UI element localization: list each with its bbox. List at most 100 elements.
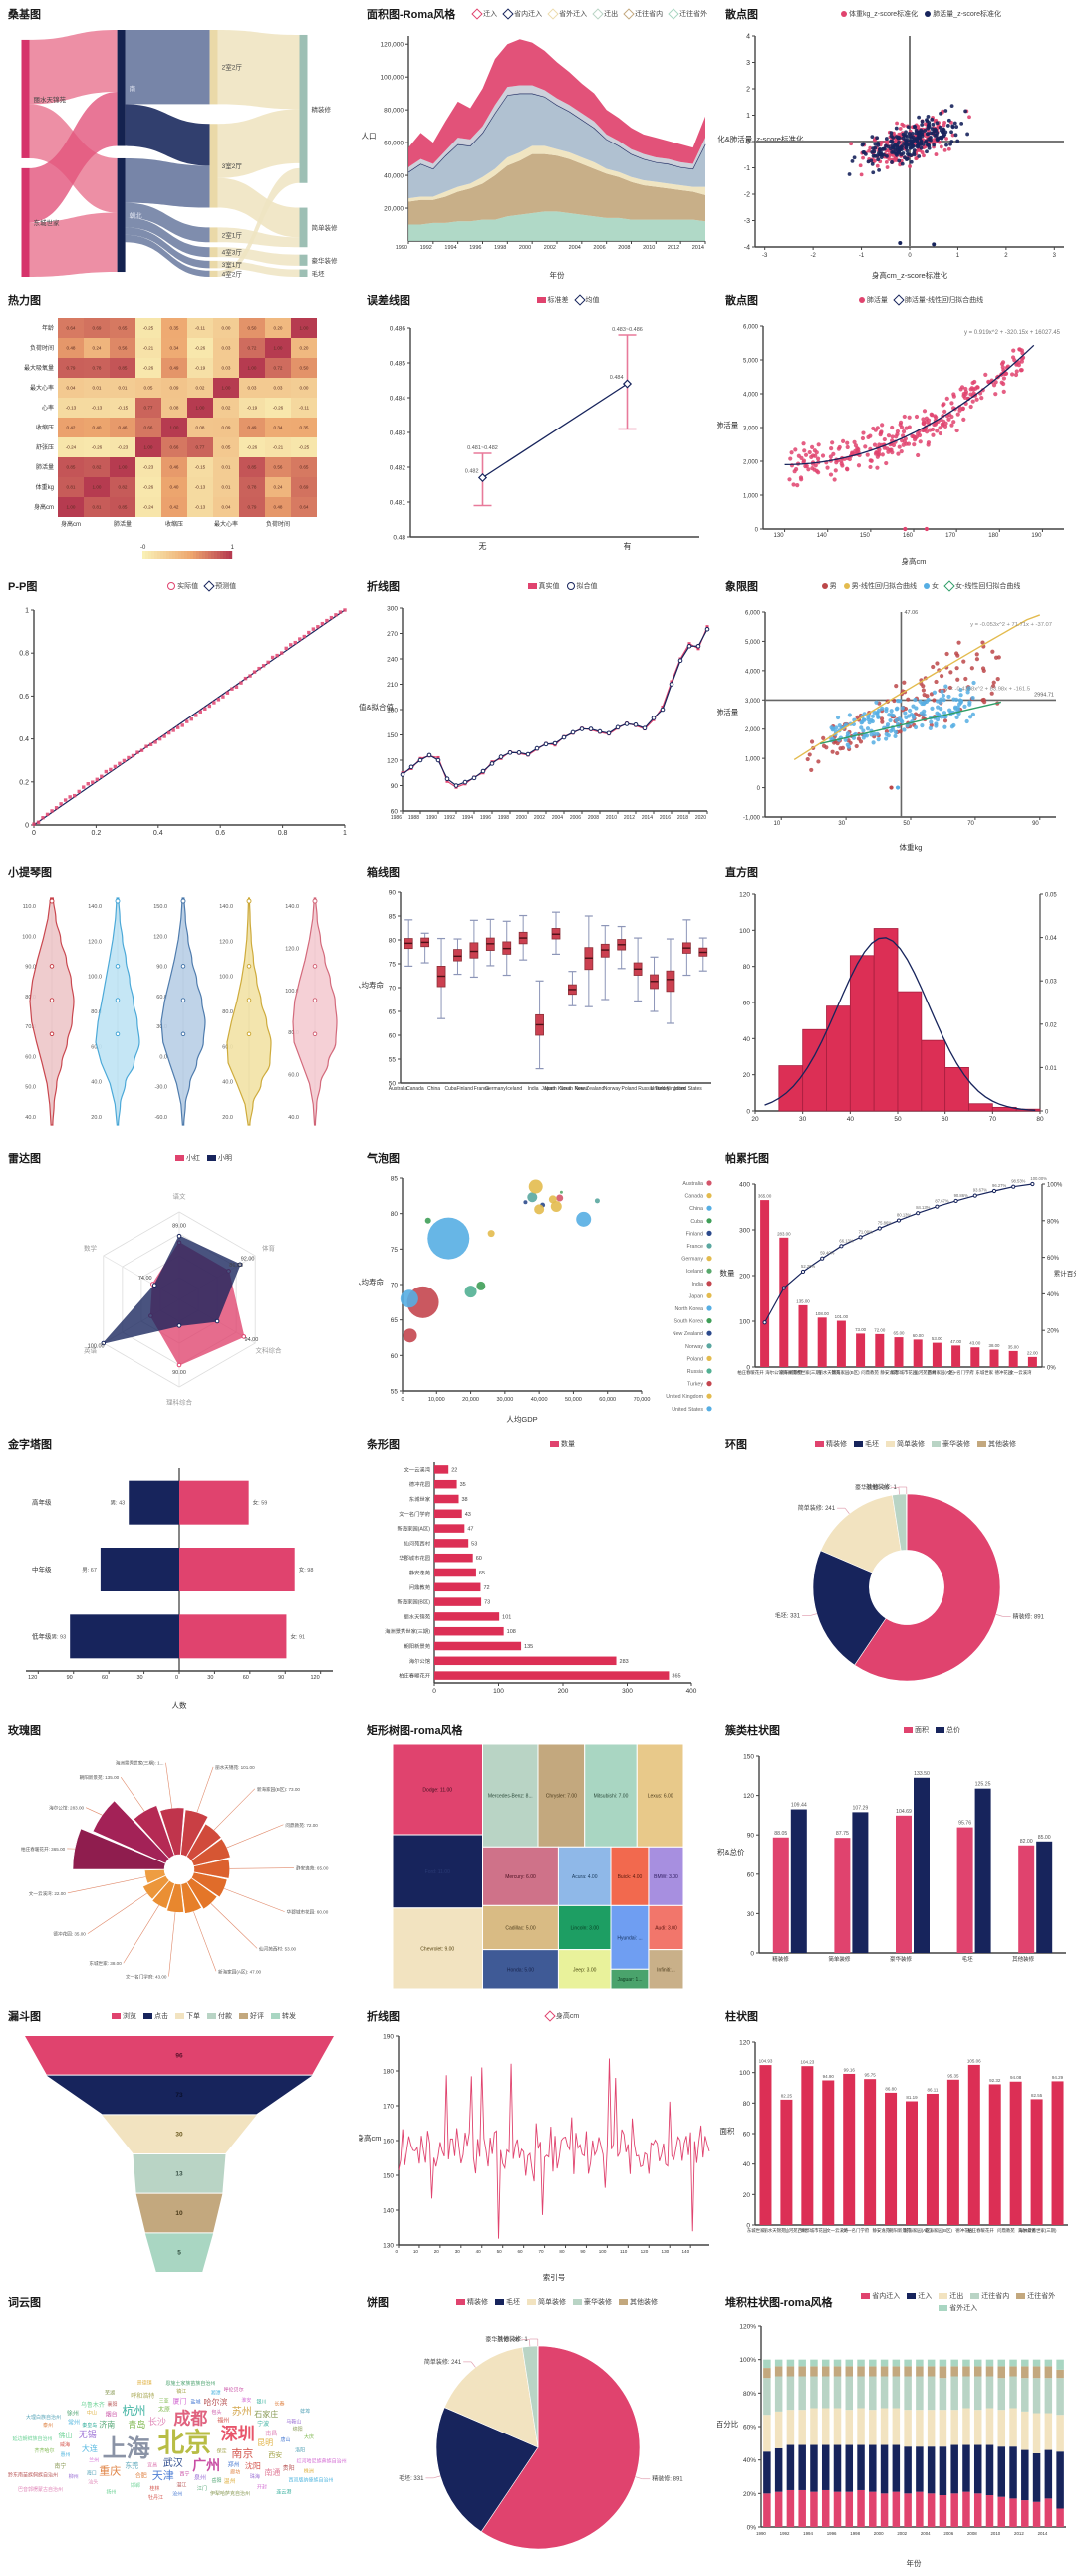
legend-swatch xyxy=(536,297,546,303)
legend-item[interactable]: 毛坯 xyxy=(854,1439,879,1449)
svg-text:20: 20 xyxy=(751,1116,759,1123)
legend-item[interactable]: 预测值 xyxy=(203,580,236,592)
legend-item[interactable]: 其他装修 xyxy=(977,1439,1016,1449)
svg-text:-0.15: -0.15 xyxy=(195,465,206,470)
legend-item[interactable]: 男 xyxy=(821,581,837,591)
legend-item[interactable]: 标准差 xyxy=(536,295,569,305)
legend-item[interactable]: 男-线性回归拟合曲线 xyxy=(843,581,917,591)
svg-text:太原: 太原 xyxy=(158,2406,170,2414)
legend-item[interactable]: 简单装修 xyxy=(886,1439,925,1449)
legend-item[interactable]: 迁往省外 xyxy=(668,8,707,20)
svg-text:0.81: 0.81 xyxy=(67,485,76,490)
svg-text:130: 130 xyxy=(662,2249,670,2254)
legend-item[interactable]: 小红 xyxy=(175,1153,200,1163)
legend-item[interactable]: 均值 xyxy=(573,294,600,306)
svg-text:89.00: 89.00 xyxy=(172,1223,186,1229)
treemap-plot: Dodge: 11.00 Ford: 11.00 Chevrolet: 9.00 Me… xyxy=(392,1743,684,1990)
legend-item[interactable]: 女-线性回归拟合曲线 xyxy=(943,580,1020,592)
svg-text:温州: 温州 xyxy=(224,2477,236,2485)
legend-item[interactable]: 迁入 xyxy=(471,8,497,20)
legend-item[interactable]: 省外迁入 xyxy=(547,8,587,20)
legend-item[interactable]: 女 xyxy=(924,581,939,591)
legend-item[interactable]: 豪华装修 xyxy=(932,1439,970,1449)
legend-item[interactable]: 体重kg_z-score标准化 xyxy=(840,9,918,19)
svg-text:90.86%: 90.86% xyxy=(954,1193,968,1198)
legend-item[interactable]: 其他装修 xyxy=(619,2297,658,2307)
legend-item[interactable]: 好评 xyxy=(239,2011,264,2021)
svg-text:呼伦贝尔: 呼伦贝尔 xyxy=(224,2387,244,2394)
legend-item[interactable]: 肺活量_z-score标准化 xyxy=(925,9,1001,19)
svg-text:文一云溪湾: 22.00: 文一云溪湾: 22.00 xyxy=(29,1890,66,1897)
legend-swatch xyxy=(527,2299,536,2305)
chart-title: 小提琴图 xyxy=(8,867,52,879)
legend-item[interactable]: 毛坯 xyxy=(495,2297,520,2307)
chart-title: 散点图 xyxy=(725,9,758,21)
svg-text:95.76: 95.76 xyxy=(958,1821,971,1827)
legend-item[interactable]: 迁入 xyxy=(907,2291,932,2301)
svg-text:60: 60 xyxy=(518,2249,524,2254)
legend-item[interactable]: 省内迁入 xyxy=(502,8,542,20)
legend-item[interactable]: 浏览 xyxy=(112,2011,136,2021)
legend-item[interactable]: 付款 xyxy=(207,2011,232,2021)
svg-text:-0.13: -0.13 xyxy=(66,406,77,411)
svg-text:泰州: 泰州 xyxy=(43,2422,53,2429)
legend-item[interactable]: 拟合值 xyxy=(566,581,598,591)
svg-text:0.65: 0.65 xyxy=(300,465,309,470)
svg-text:最大心率: 最大心率 xyxy=(214,520,238,528)
legend-item[interactable]: 真实值 xyxy=(527,581,560,591)
legend-item[interactable]: 省外迁入 xyxy=(939,2303,977,2313)
legend-item[interactable]: 下单 xyxy=(175,2011,200,2021)
legend-swatch xyxy=(977,1441,986,1447)
legend-item[interactable]: 迁往省外 xyxy=(1016,2291,1055,2301)
legend-item[interactable]: 省内迁入 xyxy=(861,2291,900,2301)
svg-text:丽水天锦苑: 丽水天锦苑 xyxy=(404,1612,431,1620)
svg-text:华郡城市花园: 60.00: 华郡城市花园: 60.00 xyxy=(287,1909,329,1916)
chart-legend: 身高cm xyxy=(532,2010,579,2022)
svg-text:0.82: 0.82 xyxy=(93,465,102,470)
legend-item[interactable]: 精装修 xyxy=(456,2297,488,2307)
chart-cell-hbar: 条形图 数量 0 100 200 300 400 22 文一云溪湾 35 德冲花园 38 东城世家 43 文… xyxy=(359,1430,717,1716)
svg-text:新海家园(B区): 新海家园(B区) xyxy=(832,1369,860,1376)
legend-item[interactable]: 肺活量-线性回归拟合曲线 xyxy=(893,294,983,306)
legend-item[interactable]: 转发 xyxy=(271,2011,296,2021)
svg-text:文一云溪湾: 文一云溪湾 xyxy=(826,2227,849,2234)
legend-item[interactable]: 面积 xyxy=(904,1725,929,1735)
legend-item[interactable]: 小明 xyxy=(207,1153,232,1163)
svg-text:2: 2 xyxy=(1004,253,1008,259)
svg-text:收缩压: 收缩压 xyxy=(36,424,54,431)
legend-swatch xyxy=(904,1727,913,1733)
svg-text:西宁: 西宁 xyxy=(180,2470,190,2477)
svg-text:70: 70 xyxy=(391,1283,399,1289)
legend-item[interactable]: 豪华装修 xyxy=(573,2297,612,2307)
svg-text:210: 210 xyxy=(387,682,398,689)
legend-item[interactable]: 总价 xyxy=(936,1725,960,1735)
legend-item[interactable]: 点击 xyxy=(143,2011,168,2021)
svg-text:1.00: 1.00 xyxy=(93,485,102,490)
legend-item[interactable]: 简单装修 xyxy=(527,2297,566,2307)
svg-text:0.77: 0.77 xyxy=(196,445,205,450)
legend-item[interactable]: 精装修 xyxy=(815,1439,847,1449)
svg-text:120,000: 120,000 xyxy=(381,42,404,49)
svg-text:60.0: 60.0 xyxy=(156,995,167,1001)
legend-item[interactable]: 身高cm xyxy=(544,2010,579,2022)
legend-item[interactable]: 迁往省内 xyxy=(623,8,663,20)
legend-swatch xyxy=(175,1155,184,1161)
svg-text:190: 190 xyxy=(383,2034,394,2041)
legend-item[interactable]: 迁出 xyxy=(939,2291,963,2301)
svg-text:巴音郭楞蒙古自治州: 巴音郭楞蒙古自治州 xyxy=(18,2486,63,2493)
svg-text:其他装修: 1: 其他装修: 1 xyxy=(497,2335,528,2343)
legend-item[interactable]: 肺活量 xyxy=(858,295,888,305)
legend-item[interactable]: 数量 xyxy=(550,1439,575,1449)
svg-text:包头: 包头 xyxy=(211,2409,221,2416)
svg-text:0: 0 xyxy=(175,1675,178,1681)
legend-item[interactable]: 迁出 xyxy=(592,8,618,20)
legend-item[interactable]: 迁往省内 xyxy=(970,2291,1009,2301)
svg-text:0.8: 0.8 xyxy=(19,651,29,658)
svg-text:1994: 1994 xyxy=(462,815,473,821)
svg-text:50: 50 xyxy=(894,1116,902,1123)
svg-text:华郡城市花园: 华郡城市花园 xyxy=(891,1369,918,1376)
svg-text:0.79: 0.79 xyxy=(67,366,76,371)
legend-item[interactable]: 实际值 xyxy=(167,581,198,591)
